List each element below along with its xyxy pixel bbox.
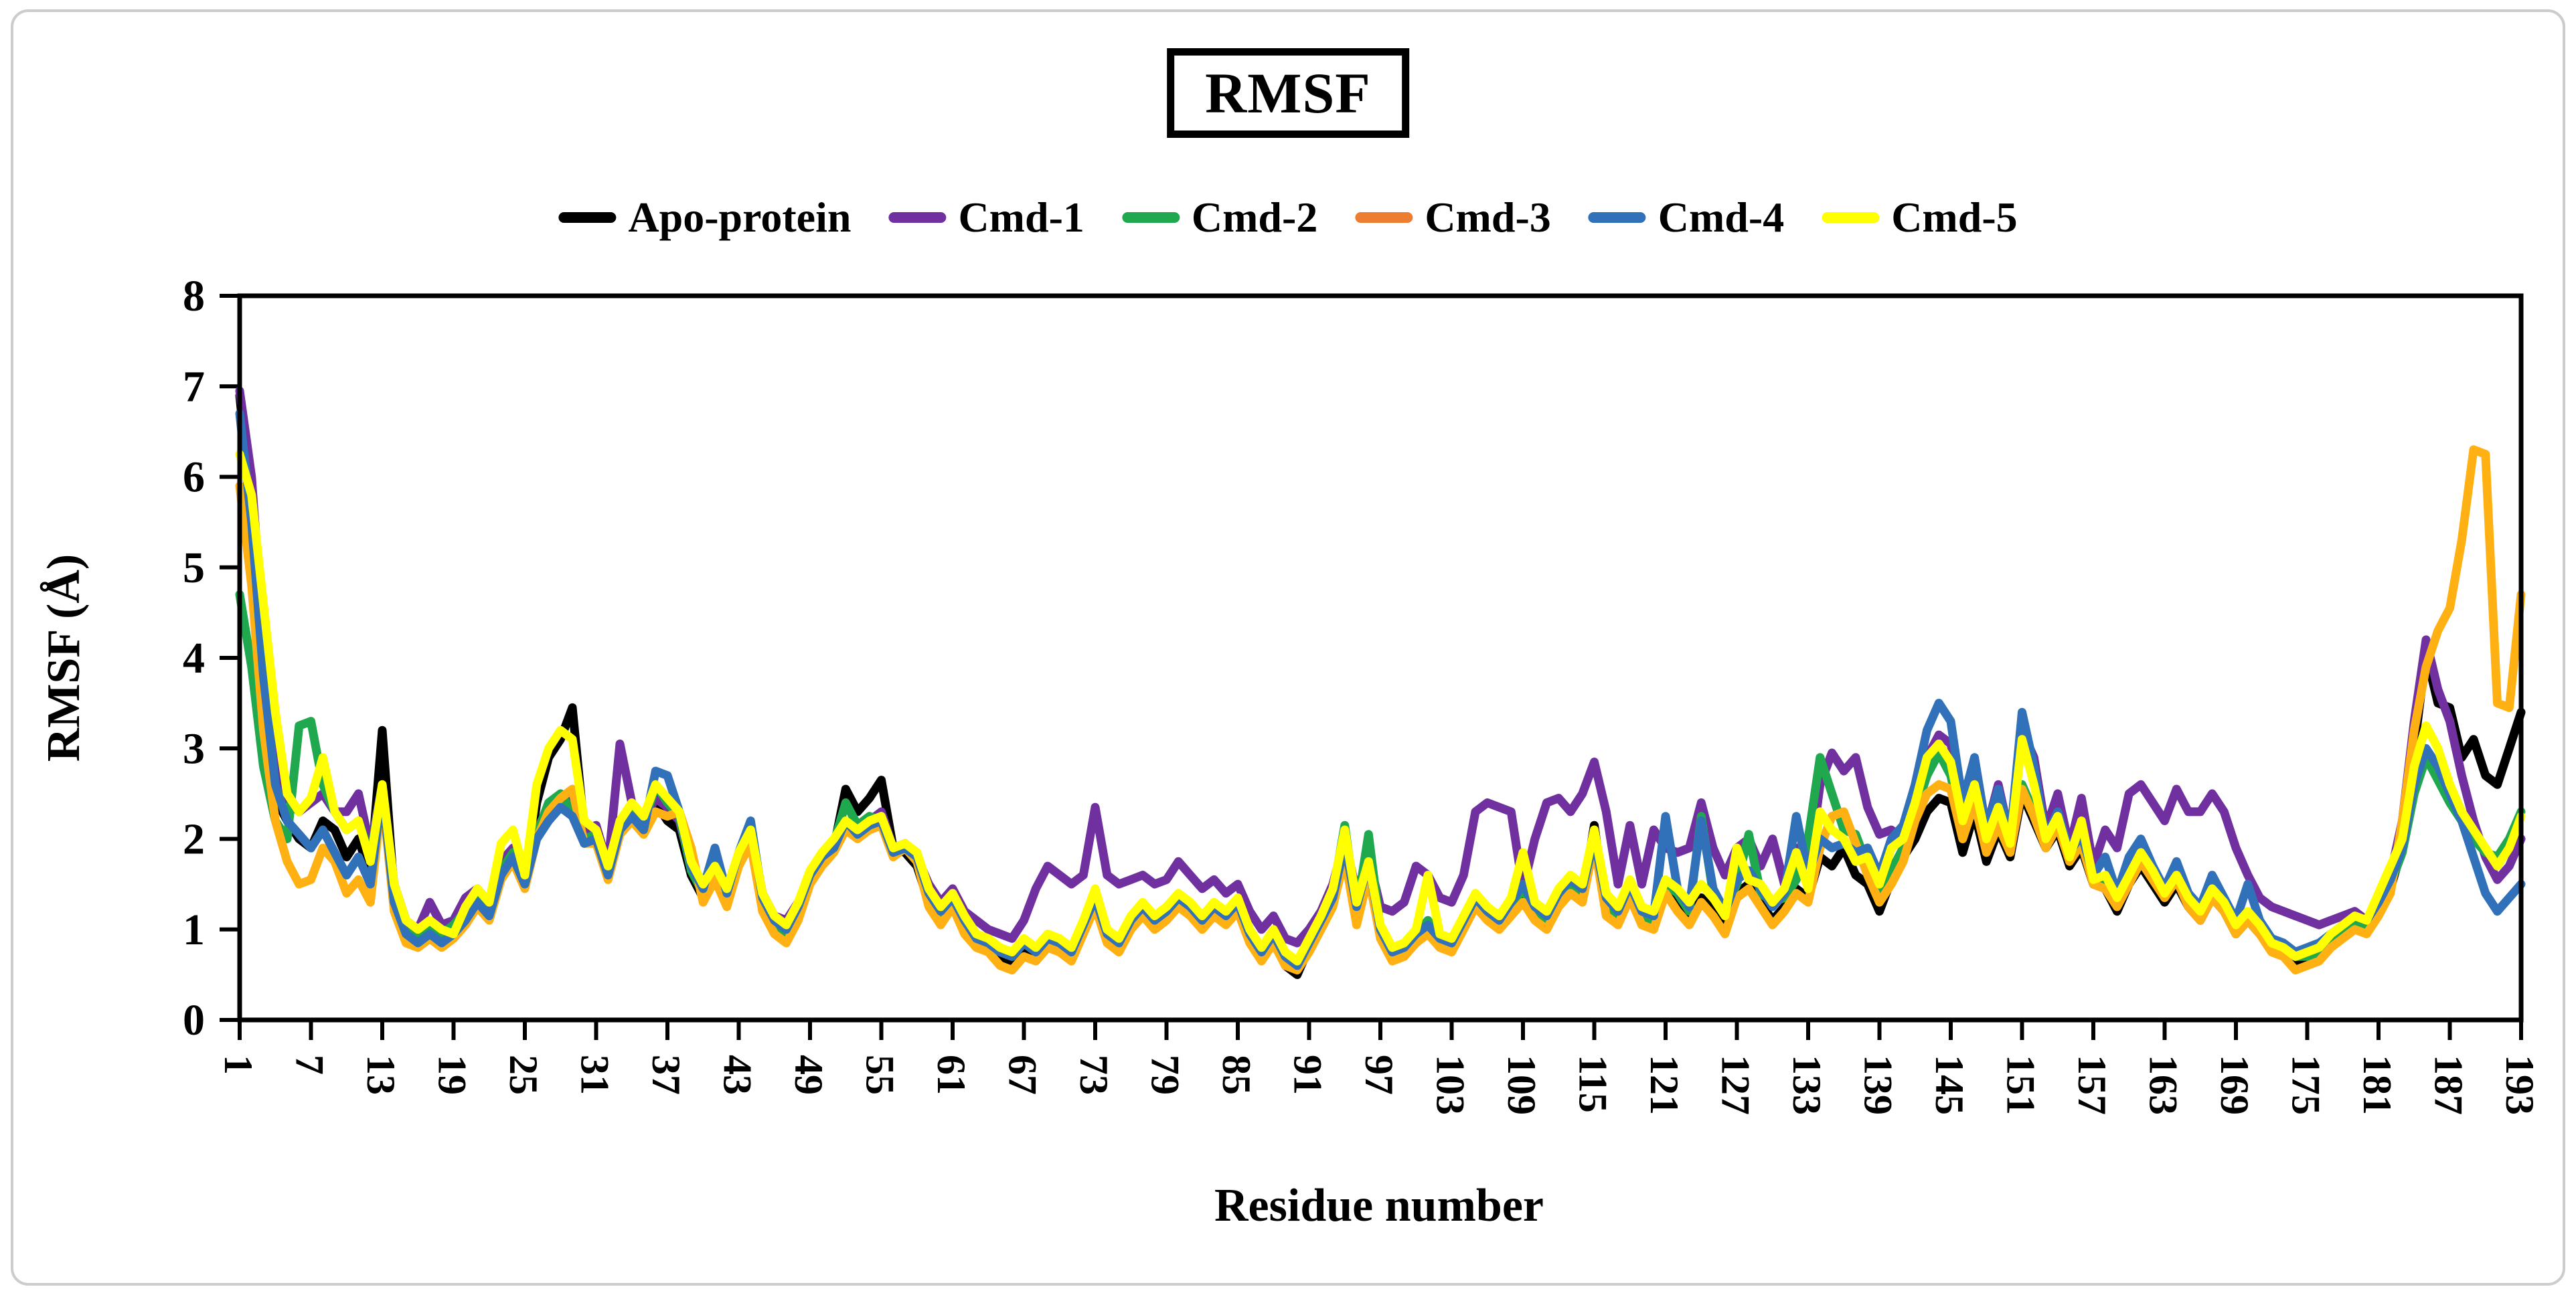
x-tick-label: 61 xyxy=(929,1055,973,1095)
legend-item-cmd-5: Cmd-5 xyxy=(1822,193,2018,242)
legend-label: Cmd-4 xyxy=(1658,193,1785,241)
x-tick-label: 85 xyxy=(1214,1055,1259,1095)
x-tick-label: 25 xyxy=(501,1055,546,1095)
y-tick-label: 3 xyxy=(183,724,205,773)
legend-item-apo-protein: Apo-protein xyxy=(558,193,851,242)
x-tick-label: 73 xyxy=(1072,1055,1116,1095)
x-tick-label: 169 xyxy=(2212,1055,2257,1115)
legend-swatch-cmd-4 xyxy=(1588,212,1646,223)
x-tick-label: 151 xyxy=(1999,1055,2043,1115)
x-tick-label: 121 xyxy=(1642,1055,1686,1115)
x-axis-title: Residue number xyxy=(1214,1180,1544,1231)
chart-legend: Apo-protein Cmd-1 Cmd-2 Cmd-3 Cmd-4 Cmd-5 xyxy=(558,193,2018,242)
x-tick-label: 67 xyxy=(1001,1055,1045,1095)
x-tick-label: 187 xyxy=(2427,1055,2471,1115)
x-tick-label: 133 xyxy=(1785,1055,1829,1115)
y-tick-label: 2 xyxy=(183,815,205,864)
legend-item-cmd-2: Cmd-2 xyxy=(1121,193,1318,242)
y-tick-label: 4 xyxy=(183,634,205,683)
x-tick-label: 31 xyxy=(573,1055,617,1095)
y-tick-label: 5 xyxy=(183,543,205,592)
x-tick-label: 79 xyxy=(1143,1055,1188,1095)
legend-swatch-cmd-5 xyxy=(1822,212,1880,223)
y-tick-label: 8 xyxy=(183,272,205,321)
legend-label: Apo-protein xyxy=(628,193,852,241)
x-tick-label: 115 xyxy=(1571,1055,1615,1113)
x-tick-label: 55 xyxy=(858,1055,902,1095)
x-tick-label: 49 xyxy=(787,1055,831,1095)
x-tick-label: 91 xyxy=(1286,1055,1330,1095)
x-tick-label: 19 xyxy=(430,1055,475,1095)
x-tick-label: 43 xyxy=(716,1055,760,1095)
y-tick-label: 1 xyxy=(183,905,205,954)
x-tick-label: 145 xyxy=(1927,1055,1971,1115)
legend-item-cmd-1: Cmd-1 xyxy=(888,193,1084,242)
x-tick-label: 109 xyxy=(1500,1055,1544,1115)
plot-frame xyxy=(237,293,2524,1023)
legend-label: Cmd-2 xyxy=(1191,193,1318,241)
x-tick-label: 1 xyxy=(216,1055,260,1075)
figure-card xyxy=(11,9,2565,1286)
x-tick-label: 181 xyxy=(2355,1055,2399,1115)
y-tick-label: 7 xyxy=(183,362,205,411)
x-tick-label: 103 xyxy=(1429,1055,1473,1115)
legend-label: Cmd-1 xyxy=(958,193,1084,241)
series-line-cmd-5 xyxy=(235,450,2526,966)
x-tick-label: 37 xyxy=(644,1055,688,1095)
legend-swatch-cmd-2 xyxy=(1121,212,1180,223)
x-tick-label: 163 xyxy=(2142,1055,2186,1115)
x-tick-label: 97 xyxy=(1357,1055,1401,1095)
x-tick-label: 193 xyxy=(2498,1055,2542,1115)
chart-title: RMSF xyxy=(1167,48,1409,138)
y-tick-label: 0 xyxy=(183,996,205,1045)
legend-swatch-apo-protein xyxy=(558,212,617,223)
x-tick-label: 7 xyxy=(288,1055,332,1075)
x-tick-label: 127 xyxy=(1714,1055,1758,1115)
legend-item-cmd-4: Cmd-4 xyxy=(1588,193,1785,242)
legend-swatch-cmd-3 xyxy=(1355,212,1413,223)
x-tick-label: 13 xyxy=(359,1055,403,1095)
legend-label: Cmd-5 xyxy=(1891,193,2018,241)
x-tick-label: 157 xyxy=(2070,1055,2114,1115)
x-tick-label: 139 xyxy=(1856,1055,1901,1115)
legend-label: Cmd-3 xyxy=(1425,193,1551,241)
y-tick-label: 6 xyxy=(183,453,205,502)
x-tick-label: 175 xyxy=(2284,1055,2328,1115)
legend-swatch-cmd-1 xyxy=(888,212,947,223)
legend-item-cmd-3: Cmd-3 xyxy=(1355,193,1551,242)
